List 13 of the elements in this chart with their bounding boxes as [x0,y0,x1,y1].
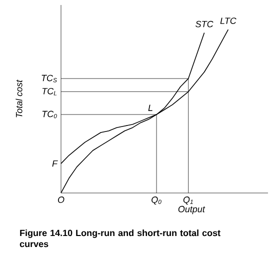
ref-line-label: TC$_{L}$ [42,88,57,96]
x-tick-label: Q$_{0}$ [152,196,162,204]
annotation: L [148,104,152,111]
series-label: STC [196,20,214,28]
x-axis-title: Output [178,206,206,214]
x-tick-label: Q$_{1}$ [183,196,193,204]
x-tick-label: O [58,196,64,203]
ref-line-label: TC$_{0}$ [42,110,57,118]
y-axis-title: Total cost [16,80,22,118]
annotation: F [52,160,58,167]
series-label: LTC [220,18,236,24]
ref-line-label: TC$_{S}$ [42,74,57,82]
text: Figure 14.10 Long-run and short-run total cost curves [20,230,220,248]
